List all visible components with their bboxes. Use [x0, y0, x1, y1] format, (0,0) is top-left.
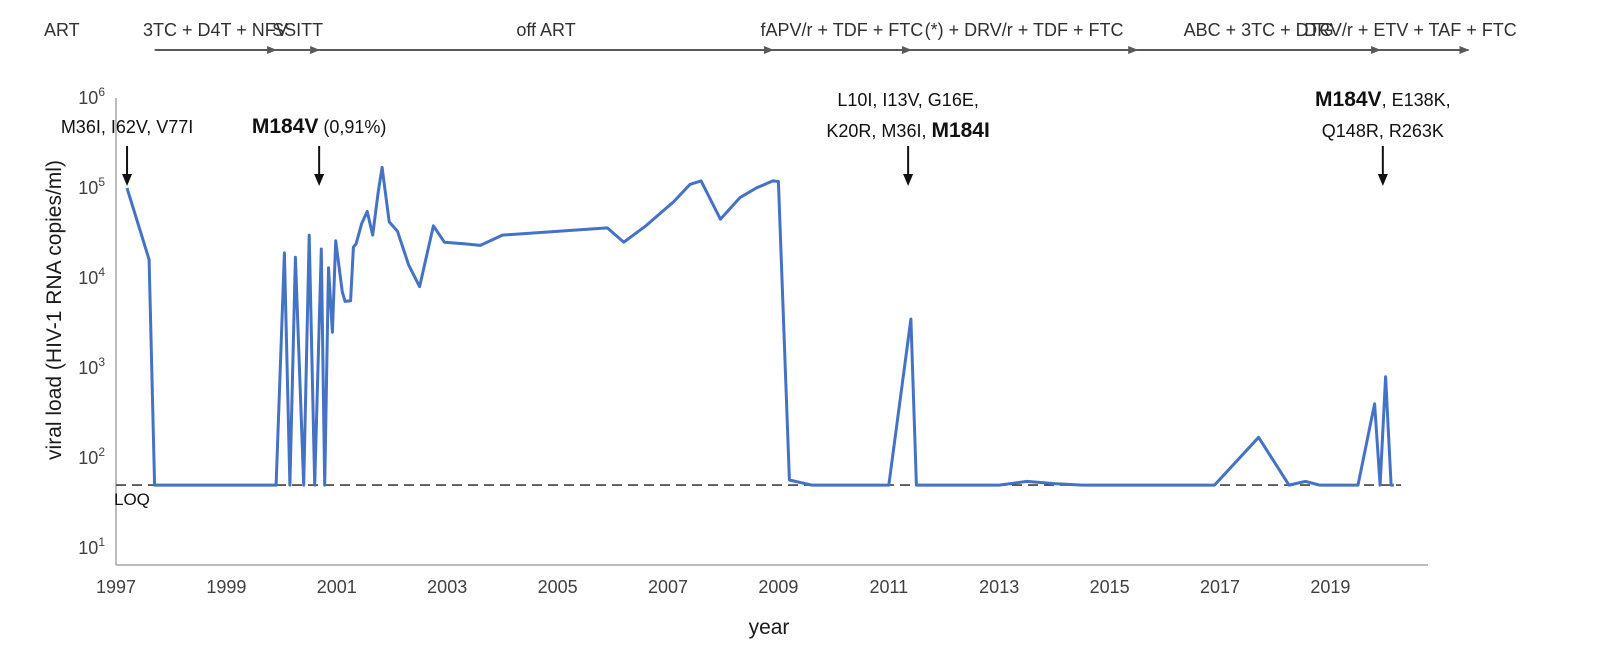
x-tick-label: 2011: [869, 577, 908, 597]
annotation-text: M36I, I62V, V77I: [61, 117, 193, 137]
y-tick-label: 102: [78, 445, 105, 468]
y-tick-base: 10: [78, 448, 98, 468]
x-tick-label: 1997: [96, 577, 136, 597]
y-tick-exponent: 5: [98, 175, 105, 189]
y-tick-base: 10: [78, 178, 98, 198]
x-tick-label: 2007: [648, 577, 688, 597]
x-tick-label: 2003: [427, 577, 467, 597]
art-regimen-label: DRV/r + ETV + TAF + FTC: [1304, 20, 1517, 40]
annotation-line: M184V, E138K,: [1315, 88, 1451, 111]
series-group: [125, 165, 1394, 487]
y-tick-label: 103: [78, 355, 105, 378]
viral-load-series-line: [125, 165, 1394, 487]
x-tick-label: 2017: [1200, 577, 1240, 597]
mutation-annotations: M36I, I62V, V77I M184V (0,91%) L10I, I13V,…: [61, 88, 1451, 186]
art-regimen-label: 3TC + D4T + NFV: [143, 20, 288, 40]
y-tick-base: 10: [78, 358, 98, 378]
art-regimen-label: off ART: [516, 20, 575, 40]
art-regimen-label: SSITT: [272, 20, 323, 40]
annotation-text: , E138K,: [1382, 90, 1451, 110]
x-tick-label: 1999: [206, 577, 246, 597]
annotation-text: (0,91%): [318, 117, 386, 137]
y-tick-base: 10: [78, 268, 98, 288]
y-tick-label: 106: [78, 85, 105, 108]
y-tick-exponent: 6: [98, 85, 105, 99]
art-regimen-label: (*) + DRV/r + TDF + FTC: [925, 20, 1124, 40]
y-axis-title: viral load (HIV-1 RNA copies/ml): [43, 160, 66, 460]
y-tick-exponent: 2: [98, 445, 105, 459]
art-regimen-label: fAPV/r + TDF + FTC: [761, 20, 924, 40]
annotation-line: K20R, M36I, M184I: [826, 119, 989, 142]
x-axis-title: year: [749, 616, 790, 639]
x-tick-label: 2009: [758, 577, 798, 597]
annotation-arrow-head: [1377, 174, 1388, 186]
annotation-mutation-bold: M184V: [1315, 88, 1382, 111]
y-tick-exponent: 4: [98, 265, 105, 279]
annotation-mutation-bold: M184V: [252, 115, 319, 138]
y-tick-label: 104: [78, 265, 105, 288]
x-tick-label: 2001: [317, 577, 357, 597]
annotation-arrow-head: [122, 174, 133, 186]
art-regimen-label: ABC + 3TC + DTG: [1184, 20, 1334, 40]
annotation-text: Q148R, R263K: [1322, 121, 1444, 141]
y-tick-base: 10: [78, 88, 98, 108]
annotation-line: M36I, I62V, V77I: [61, 117, 193, 137]
y-tick-label: 101: [78, 535, 105, 558]
x-tick-label: 2015: [1090, 577, 1130, 597]
x-tick-label: 2019: [1310, 577, 1350, 597]
y-tick-exponent: 3: [98, 355, 105, 369]
annotation-line: Q148R, R263K: [1322, 121, 1444, 141]
annotation-line: L10I, I13V, G16E,: [837, 90, 978, 110]
x-tick-label: 2013: [979, 577, 1019, 597]
annotation-mutation-bold: M184I: [931, 119, 989, 142]
loq-reference: LOQ: [114, 484, 1402, 509]
annotation-arrow-head: [314, 174, 325, 186]
annotation-line: M184V (0,91%): [252, 115, 387, 138]
x-axis-ticks: 1997 1999 2001 2003 2005 2007 2009 2011 2013 2015…: [96, 577, 1350, 597]
annotation-text: L10I, I13V, G16E,: [837, 90, 978, 110]
loq-label: LOQ: [114, 490, 150, 509]
axes: [115, 98, 1428, 566]
y-tick-base: 10: [78, 538, 98, 558]
art-row-label: ART: [44, 20, 80, 40]
annotation-text: K20R, M36I,: [826, 121, 931, 141]
annotation-arrow-head: [903, 174, 914, 186]
x-tick-label: 2005: [538, 577, 578, 597]
y-tick-exponent: 1: [98, 535, 105, 549]
y-tick-label: 105: [78, 175, 105, 198]
